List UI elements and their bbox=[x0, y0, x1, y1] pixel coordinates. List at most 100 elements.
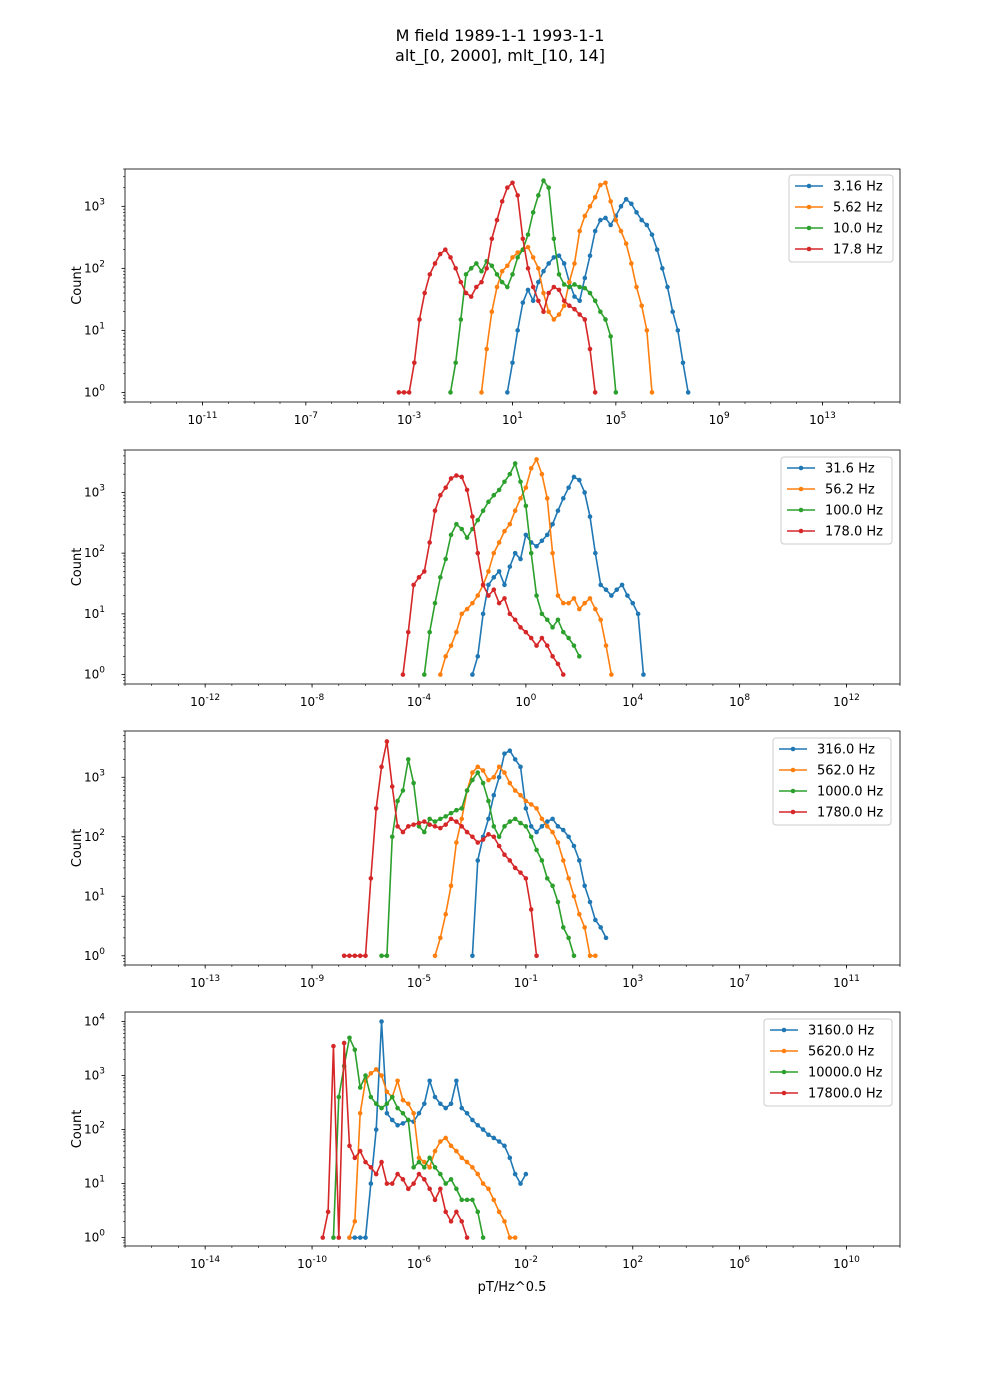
data-point bbox=[680, 360, 686, 366]
data-point bbox=[395, 1171, 400, 1177]
data-point bbox=[551, 236, 557, 242]
data-point bbox=[577, 298, 582, 304]
data-point bbox=[644, 328, 650, 333]
data-point bbox=[480, 611, 486, 617]
data-point bbox=[505, 263, 510, 269]
legend-entry: 3.16 Hz bbox=[833, 180, 883, 195]
data-point bbox=[550, 883, 555, 889]
data-point bbox=[389, 1094, 395, 1100]
series-316-0-hz bbox=[470, 748, 609, 959]
data-point bbox=[510, 180, 515, 186]
data-point bbox=[525, 232, 531, 237]
data-point bbox=[448, 532, 454, 538]
data-point bbox=[598, 582, 603, 588]
data-point bbox=[499, 279, 505, 285]
data-point bbox=[536, 279, 541, 285]
data-point bbox=[541, 309, 546, 315]
data-point bbox=[572, 294, 577, 299]
data-point bbox=[550, 816, 555, 822]
data-point bbox=[502, 582, 507, 588]
x-tick-label: 107 bbox=[729, 974, 750, 990]
data-point bbox=[512, 788, 518, 793]
legend-marker bbox=[790, 788, 796, 794]
data-point bbox=[598, 309, 603, 315]
y-axis-label: Count bbox=[70, 266, 85, 305]
data-point bbox=[405, 1117, 411, 1123]
data-point bbox=[685, 390, 691, 395]
data-point bbox=[528, 834, 534, 840]
data-point bbox=[539, 471, 545, 477]
data-point bbox=[518, 556, 523, 562]
data-point bbox=[534, 643, 539, 648]
data-point bbox=[341, 1040, 347, 1046]
data-point bbox=[571, 643, 577, 648]
legend-entry: 316.0 Hz bbox=[817, 743, 875, 758]
data-point bbox=[422, 1177, 427, 1182]
x-tick-label: 10-12 bbox=[190, 693, 220, 709]
x-tick-label: 10-4 bbox=[407, 693, 432, 709]
legend-box bbox=[788, 174, 894, 263]
data-point bbox=[518, 870, 523, 875]
data-point bbox=[593, 917, 598, 923]
x-tick-label: 108 bbox=[729, 693, 750, 709]
data-point bbox=[475, 1209, 481, 1215]
data-point bbox=[458, 317, 464, 322]
data-point bbox=[593, 550, 598, 556]
data-point bbox=[416, 1155, 422, 1161]
data-point bbox=[389, 1181, 395, 1186]
x-tick-label: 10-2 bbox=[514, 1255, 538, 1271]
series-3-16-hz bbox=[505, 196, 691, 395]
data-point bbox=[379, 1159, 384, 1165]
data-point bbox=[401, 390, 407, 395]
data-point bbox=[474, 284, 479, 290]
legend-entry: 10.0 Hz bbox=[833, 222, 883, 237]
data-point bbox=[561, 261, 567, 266]
data-point bbox=[544, 617, 550, 623]
data-point bbox=[427, 629, 432, 635]
data-point bbox=[625, 593, 630, 598]
x-tick-label: 10-8 bbox=[300, 693, 325, 709]
data-point bbox=[603, 317, 608, 322]
data-point bbox=[448, 476, 454, 481]
x-tick-label: 10-9 bbox=[300, 974, 325, 990]
data-point bbox=[523, 485, 529, 490]
data-point bbox=[448, 810, 454, 816]
data-point bbox=[411, 582, 416, 588]
data-point bbox=[454, 521, 459, 527]
data-point bbox=[609, 672, 614, 677]
series-1000-0-hz bbox=[379, 757, 577, 959]
data-point bbox=[470, 514, 475, 519]
data-point bbox=[523, 876, 529, 881]
data-point bbox=[384, 739, 390, 744]
x-tick-label: 10-3 bbox=[397, 411, 421, 427]
data-point bbox=[507, 1235, 513, 1240]
x-tick-label: 10-10 bbox=[297, 1255, 327, 1271]
data-point bbox=[459, 526, 465, 532]
subplot-2: 10-12 10-8 10-4 100 104 108 1012 100 101 102 103 Co… bbox=[70, 449, 901, 709]
data-point bbox=[582, 490, 587, 495]
y-tick-label: 103 bbox=[84, 197, 105, 213]
data-point bbox=[459, 806, 465, 811]
data-point bbox=[432, 819, 438, 824]
x-tick-label: 10-11 bbox=[188, 411, 218, 427]
data-point bbox=[463, 290, 469, 296]
data-point bbox=[443, 1105, 448, 1111]
data-point bbox=[336, 1094, 342, 1100]
data-point bbox=[494, 272, 500, 277]
data-point bbox=[347, 953, 352, 959]
data-point bbox=[539, 858, 545, 863]
data-point bbox=[443, 556, 448, 562]
data-point bbox=[582, 600, 587, 606]
data-point bbox=[505, 185, 510, 190]
data-point bbox=[480, 1127, 486, 1132]
legend-marker bbox=[781, 1069, 787, 1075]
data-point bbox=[416, 1159, 422, 1165]
data-point bbox=[400, 1177, 406, 1182]
data-point bbox=[464, 535, 470, 540]
data-point bbox=[641, 672, 646, 677]
data-point bbox=[384, 1089, 390, 1095]
data-point bbox=[587, 514, 593, 519]
data-point bbox=[475, 517, 481, 523]
data-point bbox=[443, 1209, 448, 1215]
data-point bbox=[486, 569, 491, 574]
